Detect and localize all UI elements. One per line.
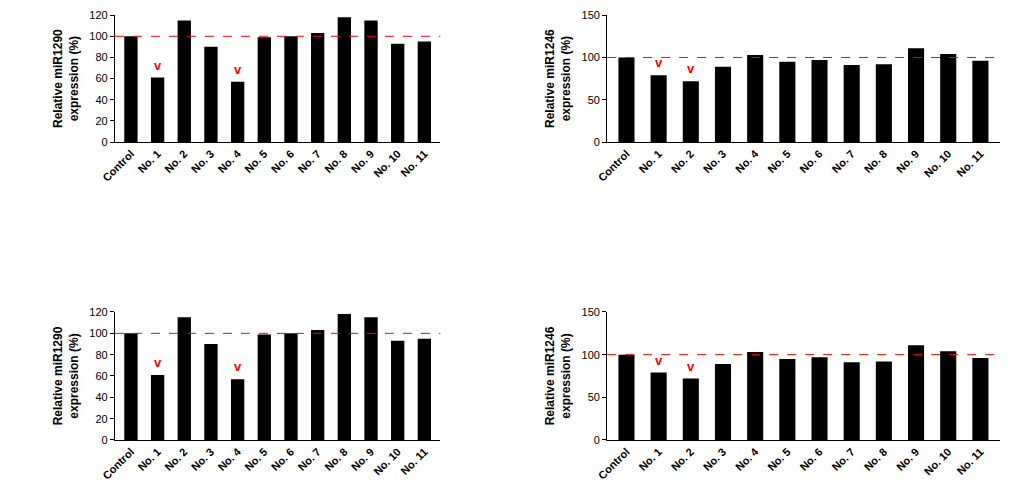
svg-text:No. 1: No. 1	[135, 148, 163, 176]
svg-text:100: 100	[582, 51, 600, 63]
svg-text:No. 5: No. 5	[242, 446, 270, 474]
svg-text:20: 20	[95, 413, 107, 425]
svg-text:No. 11: No. 11	[954, 446, 985, 477]
svg-text:No. 6: No. 6	[269, 446, 297, 474]
svg-text:v: v	[154, 355, 162, 370]
svg-text:Relative miR1290expression (%): Relative miR1290expression (%)	[51, 29, 81, 128]
svg-text:v: v	[655, 55, 663, 70]
svg-text:Control: Control	[100, 148, 136, 184]
svg-text:No. 2: No. 2	[669, 446, 697, 474]
svg-text:No. 1: No. 1	[636, 148, 664, 176]
svg-text:No. 6: No. 6	[269, 148, 297, 176]
svg-text:60: 60	[95, 370, 107, 382]
svg-text:No. 3: No. 3	[701, 148, 729, 176]
svg-text:120: 120	[89, 9, 107, 21]
svg-text:No. 2: No. 2	[669, 148, 697, 176]
svg-text:No. 10: No. 10	[371, 148, 403, 180]
svg-text:80: 80	[95, 348, 107, 360]
svg-text:50: 50	[588, 94, 600, 106]
svg-text:No. 7: No. 7	[829, 148, 857, 176]
svg-text:0: 0	[594, 434, 600, 446]
svg-text:No. 9: No. 9	[894, 446, 922, 474]
svg-text:v: v	[234, 62, 242, 77]
svg-text:No. 9: No. 9	[349, 446, 377, 474]
svg-text:100: 100	[89, 327, 107, 339]
svg-text:v: v	[234, 359, 242, 374]
svg-text:No. 11: No. 11	[398, 148, 429, 179]
svg-text:100: 100	[89, 30, 107, 42]
svg-text:No. 2: No. 2	[162, 446, 190, 474]
svg-text:No. 7: No. 7	[295, 446, 323, 474]
svg-text:40: 40	[95, 391, 107, 403]
svg-text:v: v	[154, 58, 162, 73]
svg-text:No. 4: No. 4	[215, 445, 243, 473]
svg-text:40: 40	[95, 94, 107, 106]
svg-text:No. 10: No. 10	[371, 446, 403, 478]
svg-text:No. 11: No. 11	[954, 148, 985, 179]
svg-text:v: v	[687, 61, 695, 76]
svg-text:No. 6: No. 6	[797, 148, 825, 176]
svg-text:50: 50	[588, 391, 600, 403]
svg-text:120: 120	[89, 306, 107, 318]
svg-text:0: 0	[102, 434, 108, 446]
svg-text:No. 5: No. 5	[242, 148, 270, 176]
svg-text:No. 1: No. 1	[636, 446, 664, 474]
svg-text:No. 10: No. 10	[922, 148, 954, 180]
svg-text:150: 150	[582, 306, 600, 318]
svg-text:No. 5: No. 5	[765, 148, 793, 176]
svg-text:v: v	[687, 359, 695, 374]
svg-text:20: 20	[95, 115, 107, 127]
svg-text:No. 3: No. 3	[189, 148, 217, 176]
svg-text:No. 8: No. 8	[862, 446, 890, 474]
svg-text:0: 0	[102, 136, 108, 148]
svg-text:Control: Control	[596, 446, 632, 482]
svg-text:No. 5: No. 5	[765, 446, 793, 474]
svg-text:80: 80	[95, 51, 107, 63]
svg-text:150: 150	[582, 9, 600, 21]
svg-text:No. 11: No. 11	[398, 446, 429, 477]
svg-text:No. 1: No. 1	[135, 446, 163, 474]
svg-text:Relative miR1246expression (%): Relative miR1246expression (%)	[543, 326, 573, 425]
svg-text:No. 8: No. 8	[322, 446, 350, 474]
svg-text:No. 9: No. 9	[894, 148, 922, 176]
svg-text:Relative miR1290expression (%): Relative miR1290expression (%)	[51, 326, 81, 425]
svg-text:100: 100	[582, 348, 600, 360]
svg-text:No. 2: No. 2	[162, 148, 190, 176]
svg-text:No. 4: No. 4	[215, 147, 243, 175]
svg-text:Relative miR1246expression (%): Relative miR1246expression (%)	[543, 29, 573, 128]
svg-text:No. 8: No. 8	[862, 148, 890, 176]
svg-text:No. 4: No. 4	[733, 147, 761, 175]
svg-text:No. 9: No. 9	[349, 148, 377, 176]
svg-text:Control: Control	[100, 446, 136, 482]
svg-text:60: 60	[95, 72, 107, 84]
svg-text:v: v	[655, 353, 663, 368]
svg-text:No. 7: No. 7	[295, 148, 323, 176]
svg-text:No. 3: No. 3	[701, 446, 729, 474]
svg-text:No. 8: No. 8	[322, 148, 350, 176]
svg-text:No. 7: No. 7	[829, 446, 857, 474]
svg-text:0: 0	[594, 136, 600, 148]
svg-text:Control: Control	[596, 148, 632, 184]
svg-text:No. 3: No. 3	[189, 446, 217, 474]
svg-text:No. 10: No. 10	[922, 446, 954, 478]
svg-text:No. 6: No. 6	[797, 446, 825, 474]
svg-text:No. 4: No. 4	[733, 445, 761, 473]
